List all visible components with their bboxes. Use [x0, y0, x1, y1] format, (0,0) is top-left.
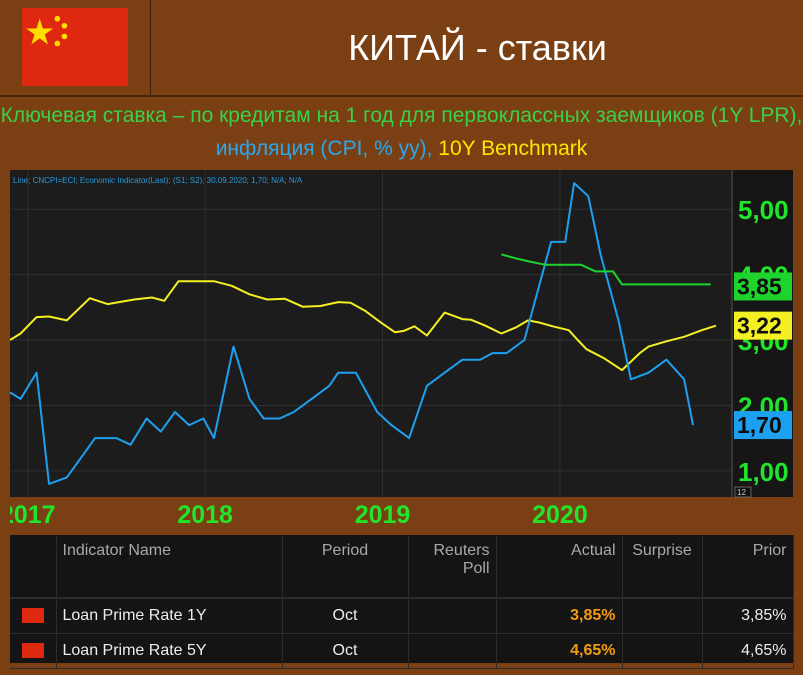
chart-area: Line; CNCPI=ECI; Economic Indicator(Last… — [0, 170, 793, 529]
header-reuters-poll[interactable]: Reuters Poll — [408, 535, 497, 599]
row-flag-cell — [10, 633, 57, 669]
row-prior: 3,85% — [702, 598, 794, 634]
table-header-row: Indicator Name Period Reuters Poll Actua… — [10, 535, 794, 599]
row-period: Oct — [282, 633, 409, 669]
header-period[interactable]: Period — [282, 535, 409, 599]
subtitle-cpi: инфляция (CPI, % yy), — [215, 137, 433, 160]
indicator-table: Indicator Name Period Reuters Poll Actua… — [10, 535, 794, 669]
row-prior: 4,65% — [702, 633, 794, 669]
corner-label: 12 — [737, 488, 746, 497]
y-tick-label: 1,00 — [738, 457, 789, 487]
cpi-series-line — [9, 182, 694, 485]
lpr-value-label: 3,85 — [737, 273, 782, 299]
row-indicator: Loan Prime Rate 1Y — [56, 598, 283, 634]
row-flag-cell — [10, 598, 57, 634]
cpi-value-badge — [734, 411, 792, 440]
row-actual: 4,65% — [496, 633, 623, 669]
header-indicator-name[interactable]: Indicator Name — [56, 535, 283, 599]
subtitle-lpr: Ключевая ставка – по кредитам на 1 год д… — [0, 104, 803, 127]
indicator-table-grid: Indicator Name Period Reuters Poll Actua… — [10, 535, 794, 669]
bench-value-label: 3,22 — [737, 313, 782, 339]
chart-info-line: Line; CNCPI=ECI; Economic Indicator(Last… — [13, 176, 303, 185]
row-reuters-poll — [408, 598, 497, 634]
flag-box — [0, 0, 151, 95]
lpr-value-badge — [734, 272, 792, 301]
chart-subtitle: Ключевая ставка – по кредитам на 1 год д… — [0, 99, 803, 165]
china-flag-icon — [22, 8, 128, 86]
china-flag-icon — [21, 643, 44, 659]
bench-value-badge — [734, 311, 792, 340]
x-tick-label: 2020 — [532, 501, 588, 527]
page-title: КИТАЙ - ставки — [348, 26, 607, 68]
header-prior[interactable]: Prior — [702, 535, 794, 599]
corner-label-box — [734, 486, 752, 498]
x-tick-label: 2019 — [355, 501, 411, 527]
flag-small-star — [54, 40, 61, 47]
row-surprise — [622, 633, 703, 669]
header-flag — [10, 535, 57, 599]
china-flag-icon — [21, 608, 44, 624]
row-period: Oct — [282, 598, 409, 634]
flag-background — [22, 11, 128, 83]
row-reuters-poll — [408, 633, 497, 669]
flag-small-star — [54, 15, 61, 22]
header-surprise[interactable]: Surprise — [622, 535, 703, 599]
header: КИТАЙ - ставки — [0, 0, 803, 95]
line-chart: Line; CNCPI=ECI; Economic Indicator(Last… — [0, 170, 793, 529]
flag-small-star — [61, 22, 68, 29]
subtitle-benchmark: 10Y Benchmark — [432, 137, 588, 160]
header-divider — [0, 95, 803, 97]
header-actual[interactable]: Actual — [496, 535, 623, 599]
row-actual: 3,85% — [496, 598, 623, 634]
flag-small-star — [61, 33, 68, 40]
cpi-value-label: 1,70 — [737, 412, 782, 438]
bench-series-line — [9, 280, 717, 372]
flag-big-star — [26, 18, 54, 45]
plot-background — [10, 170, 793, 497]
row-surprise — [622, 598, 703, 634]
table-row[interactable]: Loan Prime Rate 5Y Oct 4,65% 4,65% — [10, 633, 794, 669]
row-indicator: Loan Prime Rate 5Y — [56, 633, 283, 669]
y-tick-label: 5,00 — [738, 195, 789, 225]
lpr-series-line — [501, 253, 711, 286]
table-row[interactable]: Loan Prime Rate 1Y Oct 3,85% 3,85% — [10, 598, 794, 634]
x-tick-label: 2018 — [177, 501, 233, 527]
